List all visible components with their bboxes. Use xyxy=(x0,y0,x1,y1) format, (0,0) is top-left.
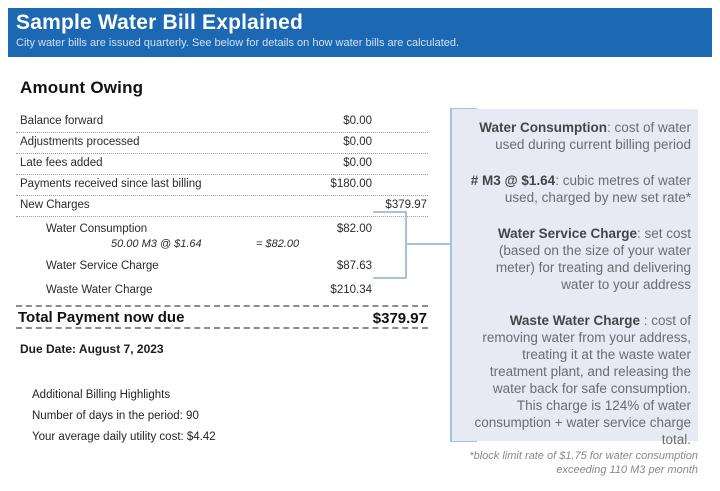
charge-amount: $210.34 xyxy=(330,284,372,296)
new-charges-detail: Water Consumption $82.00 50.00 M3 @ $1.6… xyxy=(16,221,428,301)
row-label: Adjustments processed xyxy=(20,136,140,148)
amount-owing-heading: Amount Owing xyxy=(20,78,144,97)
page-title: Sample Water Bill Explained xyxy=(16,11,304,34)
note-text: : cubic metres of water used, charged by… xyxy=(504,173,691,205)
row-label: New Charges xyxy=(20,199,90,211)
bill-row-payments-received: Payments received since last billing $18… xyxy=(16,175,428,196)
highlights-daily-cost: Your average daily utility cost: $4.42 xyxy=(32,431,216,443)
bill-row-late-fees: Late fees added $0.00 xyxy=(16,154,428,175)
charge-label: Water Consumption xyxy=(46,223,148,235)
note-term: Water Consumption xyxy=(479,120,607,135)
note-text: : cost of water used during current bill… xyxy=(495,120,691,152)
bill-row-new-charges: New Charges $379.97 xyxy=(16,196,428,217)
charge-row-water-service: Water Service Charge $87.63 xyxy=(16,256,428,277)
row-label: Late fees added xyxy=(20,157,103,169)
consumption-result: = $82.00 xyxy=(256,238,300,250)
row-amount: $0.00 xyxy=(343,115,372,127)
bill-row-balance-forward: Balance forward $0.00 xyxy=(16,112,428,133)
header-banner: Sample Water Bill Explained City water b… xyxy=(8,8,712,57)
block-rate-footnote: *block limit rate of $1.75 for water con… xyxy=(469,450,698,476)
charge-amount: $82.00 xyxy=(336,223,372,235)
note-m3-rate: # M3 @ $1.64: cubic metres of water used… xyxy=(464,172,691,206)
bill-row-adjustments: Adjustments processed $0.00 xyxy=(16,133,428,154)
note-term: Water Service Charge xyxy=(497,226,637,241)
consumption-rate: 50.00 M3 @ $1.64 xyxy=(111,238,202,250)
total-label: Total Payment now due xyxy=(18,309,185,326)
note-waste-water-charge: Waste Water Charge : cost of removing wa… xyxy=(464,312,691,448)
row-label: Payments received since last billing xyxy=(20,178,202,190)
billing-highlights: Additional Billing Highlights Number of … xyxy=(16,385,428,448)
due-date: Due Date: August 7, 2023 xyxy=(20,342,164,356)
highlights-days: Number of days in the period: 90 xyxy=(32,410,199,422)
page-subtitle: City water bills are issued quarterly. S… xyxy=(16,37,460,49)
charge-row-water-consumption: Water Consumption $82.00 xyxy=(16,221,428,238)
row-amount: $379.97 xyxy=(385,199,427,211)
note-text: : cost of removing water from your addre… xyxy=(474,313,691,447)
charge-label: Water Service Charge xyxy=(46,260,159,272)
note-term: Waste Water Charge xyxy=(509,313,640,328)
bill-section: Amount Owing Balance forward $0.00 Adjus… xyxy=(16,72,428,448)
note-water-consumption: Water Consumption: cost of water used du… xyxy=(464,119,691,153)
row-label: Balance forward xyxy=(20,115,104,127)
row-amount: $0.00 xyxy=(343,157,372,169)
note-term: # M3 @ $1.64 xyxy=(470,173,556,188)
callout-connector-line xyxy=(406,243,452,245)
charges-bracket xyxy=(373,211,407,279)
explanation-panel: Water Consumption: cost of water used du… xyxy=(452,109,698,447)
total-payment-row: Total Payment now due $379.97 xyxy=(16,305,428,329)
note-water-service-charge: Water Service Charge: set cost (based on… xyxy=(464,225,691,293)
row-amount: $0.00 xyxy=(343,136,372,148)
water-consumption-calculation: 50.00 M3 @ $1.64 = $82.00 xyxy=(16,238,428,253)
charge-label: Waste Water Charge xyxy=(46,284,153,296)
highlights-title: Additional Billing Highlights xyxy=(32,389,171,401)
row-amount: $180.00 xyxy=(330,178,372,190)
charge-row-waste-water: Waste Water Charge $210.34 xyxy=(16,280,428,301)
note-text: : set cost (based on the size of your wa… xyxy=(495,226,691,292)
charge-amount: $87.63 xyxy=(336,260,372,272)
total-amount: $379.97 xyxy=(372,310,427,327)
